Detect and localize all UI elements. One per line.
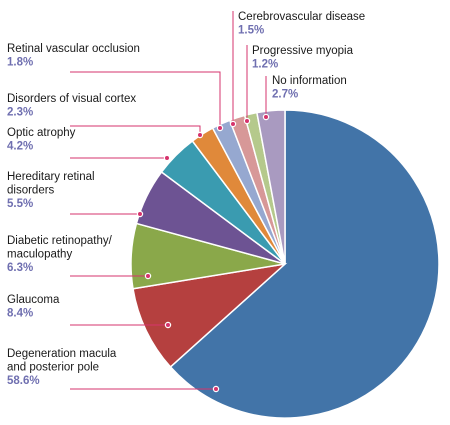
slice-value-text: 1.8% xyxy=(7,57,33,69)
slice-name-text: disorders xyxy=(7,185,55,197)
slice-name-text: and posterior pole xyxy=(7,362,99,374)
slice-value-text: 58.6% xyxy=(7,375,40,387)
pie-slices xyxy=(130,109,440,419)
slice-value-text: 1.2% xyxy=(252,59,278,71)
leader-dot-progressive-myopia xyxy=(243,117,251,125)
slice-name-text: Optic atrophy xyxy=(7,127,76,139)
pie-slice-glaucoma xyxy=(132,262,288,368)
slice-name-text: maculopathy xyxy=(7,249,72,261)
leader-dot-no-information xyxy=(262,113,270,121)
slice-value-text: 8.4% xyxy=(7,308,33,320)
slice-value-text: 2.7% xyxy=(272,89,298,101)
leader-dot-hereditary-retinal-disorders xyxy=(136,210,144,218)
leader-dot-glaucoma xyxy=(164,321,172,329)
slice-label-disorders-of-visual-cortex: Disorders of visual cortex 2.3% xyxy=(7,93,136,119)
slice-value-text: 1.5% xyxy=(238,25,264,37)
leader-dot-diabetic-retinopathy-maculopathy xyxy=(144,272,152,280)
slice-name-text: Progressive myopia xyxy=(252,45,354,57)
slice-name-text: Glaucoma xyxy=(7,294,60,306)
slice-label-retinal-vascular-occlusion: Retinal vascular occlusion 1.8% xyxy=(7,43,140,69)
pie-slice-degeneration-macula-and-posterior-pole xyxy=(169,109,440,419)
slice-label-glaucoma: Glaucoma 8.4% xyxy=(7,294,60,320)
slice-name-text: Diabetic retinopathy/ xyxy=(7,235,113,247)
leader-dot-cerebrovascular-disease xyxy=(229,120,237,128)
leader-line-retinal-vascular-occlusion xyxy=(70,71,221,128)
leader-dot-disorders-of-visual-cortex xyxy=(196,131,204,139)
slice-label-optic-atrophy: Optic atrophy 4.2% xyxy=(7,127,76,153)
slice-label-degeneration-macula-and-posterior-pole: Degeneration macula and posterior pole58.… xyxy=(7,348,117,387)
leader-lines xyxy=(70,11,270,393)
leader-dot-retinal-vascular-occlusion xyxy=(216,124,224,132)
slice-name-text: Cerebrovascular disease xyxy=(238,11,365,23)
slice-name-text: Hereditary retinal xyxy=(7,171,95,183)
slice-value-text: 4.2% xyxy=(7,141,33,153)
slice-value-text: 2.3% xyxy=(7,107,33,119)
slice-labels: Degeneration macula and posterior pole58.… xyxy=(7,11,365,387)
slice-name-text: Retinal vascular occlusion xyxy=(7,43,140,55)
slice-value-text: 6.3% xyxy=(7,262,33,274)
leader-line-disorders-of-visual-cortex xyxy=(70,125,201,135)
slice-name-text: Disorders of visual cortex xyxy=(7,93,136,105)
leader-dot-degeneration-macula-and-posterior-pole xyxy=(212,385,220,393)
slice-label-cerebrovascular-disease: Cerebrovascular disease 1.5% xyxy=(238,11,365,37)
slice-label-progressive-myopia: Progressive myopia 1.2% xyxy=(252,45,354,71)
slice-value-text: 5.5% xyxy=(7,198,33,210)
slice-label-no-information: No information 2.7% xyxy=(272,75,347,101)
pie-slice-no-information xyxy=(256,109,286,265)
leader-dot-optic-atrophy xyxy=(163,154,171,162)
slice-name-text: Degeneration macula xyxy=(7,348,117,360)
slice-name-text: No information xyxy=(272,75,347,87)
